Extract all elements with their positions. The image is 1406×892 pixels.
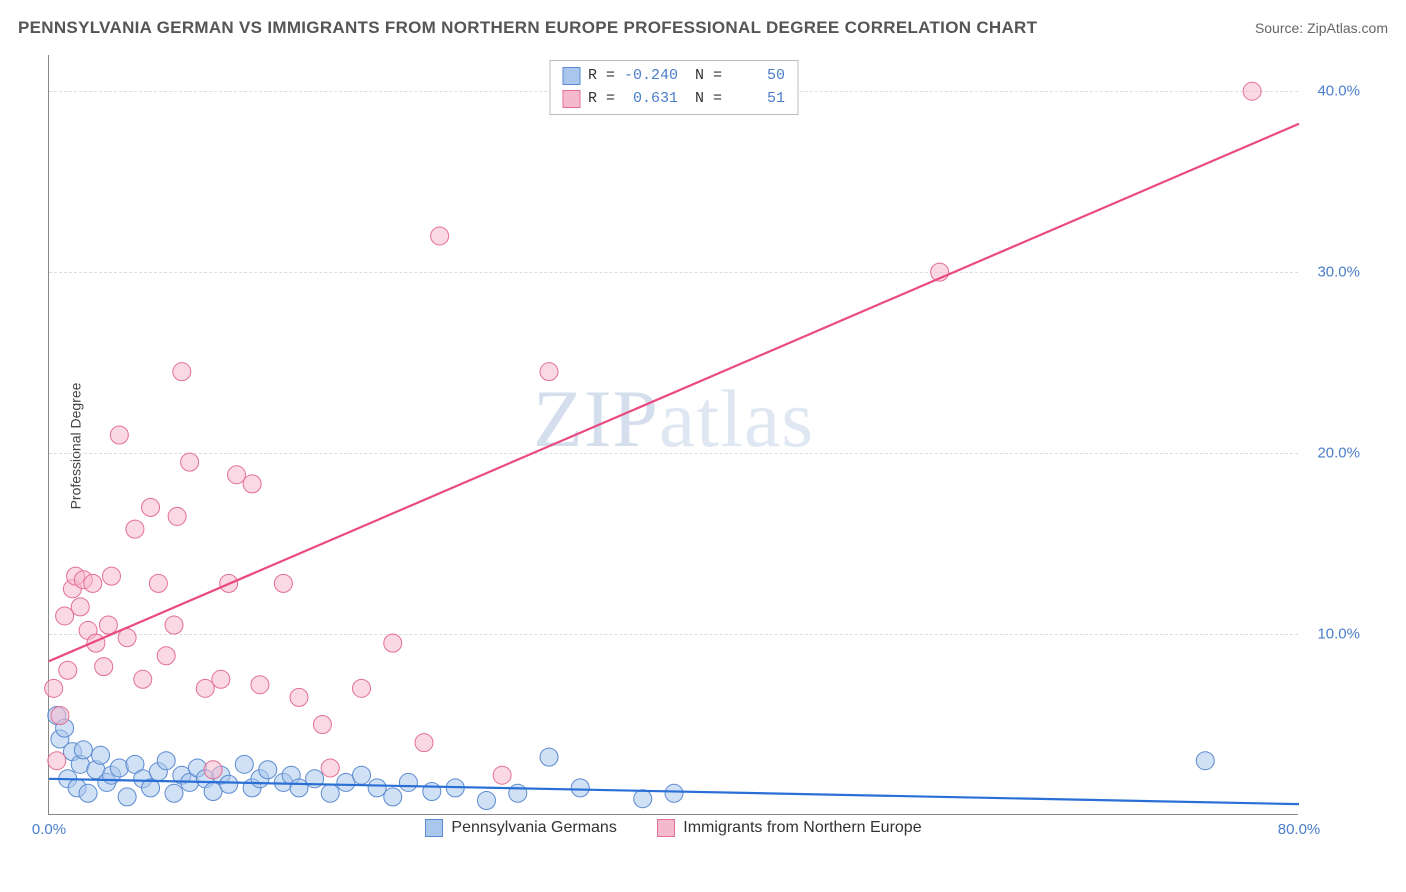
legend-row-series1: R =-0.240 N =50 [562, 65, 785, 88]
source-attribution: Source: ZipAtlas.com [1255, 20, 1388, 36]
legend-item-2: Immigrants from Northern Europe [657, 819, 921, 837]
data-point [384, 788, 402, 806]
legend-label-2: Immigrants from Northern Europe [683, 819, 921, 837]
data-point [431, 227, 449, 245]
data-point [243, 475, 261, 493]
r-value-2: 0.631 [623, 88, 678, 111]
data-point [79, 784, 97, 802]
data-point [634, 790, 652, 808]
data-point [92, 746, 110, 764]
data-point [259, 761, 277, 779]
data-point [290, 688, 308, 706]
data-point [45, 679, 63, 697]
data-point [59, 661, 77, 679]
data-point [168, 507, 186, 525]
data-point [509, 784, 527, 802]
data-point [290, 779, 308, 797]
data-point [103, 567, 121, 585]
y-tick-label: 30.0% [1317, 264, 1360, 281]
data-point [204, 761, 222, 779]
swatch-series2 [562, 90, 580, 108]
data-point [149, 574, 167, 592]
y-tick-label: 20.0% [1317, 445, 1360, 462]
swatch-legend-1 [425, 819, 443, 837]
scatter-plot-svg [49, 55, 1298, 814]
data-point [274, 574, 292, 592]
data-point [110, 759, 128, 777]
data-point [118, 788, 136, 806]
data-point [571, 779, 589, 797]
data-point [157, 647, 175, 665]
data-point [181, 453, 199, 471]
legend-label-1: Pennsylvania Germans [451, 819, 616, 837]
swatch-legend-2 [657, 819, 675, 837]
data-point [353, 766, 371, 784]
data-point [540, 363, 558, 381]
data-point [423, 782, 441, 800]
data-point [165, 784, 183, 802]
data-point [157, 752, 175, 770]
chart-title: PENNSYLVANIA GERMAN VS IMMIGRANTS FROM N… [18, 18, 1037, 38]
data-point [99, 616, 117, 634]
data-point [51, 706, 69, 724]
y-tick-label: 40.0% [1317, 83, 1360, 100]
data-point [142, 498, 160, 516]
data-point [56, 607, 74, 625]
data-point [415, 734, 433, 752]
data-point [384, 634, 402, 652]
data-point [313, 716, 331, 734]
legend-row-series2: R =0.631 N =51 [562, 88, 785, 111]
data-point [321, 759, 339, 777]
data-point [399, 773, 417, 791]
trend-line [49, 124, 1299, 661]
data-point [134, 670, 152, 688]
data-point [84, 574, 102, 592]
data-point [321, 784, 339, 802]
data-point [353, 679, 371, 697]
correlation-legend: R =-0.240 N =50 R =0.631 N =51 [549, 60, 798, 115]
swatch-series1 [562, 67, 580, 85]
data-point [196, 679, 214, 697]
n-value-1: 50 [730, 65, 785, 88]
data-point [478, 792, 496, 810]
data-point [95, 658, 113, 676]
data-point [665, 784, 683, 802]
data-point [220, 775, 238, 793]
data-point [251, 676, 269, 694]
data-point [74, 741, 92, 759]
data-point [48, 752, 66, 770]
data-point [212, 670, 230, 688]
data-point [126, 520, 144, 538]
n-value-2: 51 [730, 88, 785, 111]
data-point [110, 426, 128, 444]
data-point [1243, 82, 1261, 100]
data-point [71, 598, 89, 616]
r-value-1: -0.240 [623, 65, 678, 88]
data-point [493, 766, 511, 784]
data-point [1196, 752, 1214, 770]
series-legend: Pennsylvania Germans Immigrants from Nor… [49, 819, 1298, 842]
legend-item-1: Pennsylvania Germans [425, 819, 616, 837]
data-point [173, 363, 191, 381]
data-point [368, 779, 386, 797]
data-point [165, 616, 183, 634]
chart-plot-area: ZIPatlas 10.0%20.0%30.0%40.0% R =-0.240 … [48, 55, 1298, 815]
data-point [235, 755, 253, 773]
data-point [540, 748, 558, 766]
y-tick-label: 10.0% [1317, 626, 1360, 643]
data-point [228, 466, 246, 484]
